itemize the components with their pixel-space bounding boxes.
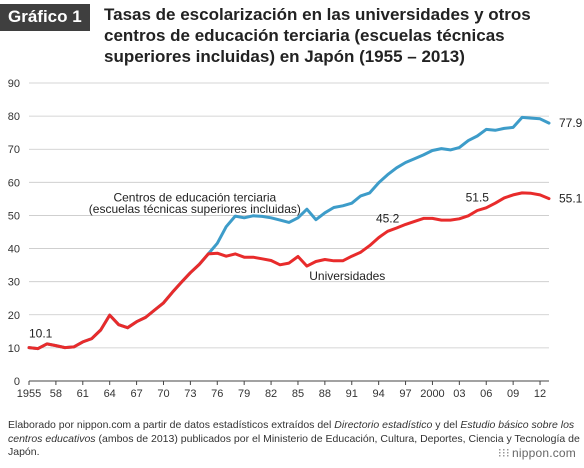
- data-label-ann_2005: 51.5: [466, 190, 490, 204]
- y-axis-ticks: 0 10 20 30 40 50 60 70 80 90: [8, 78, 20, 388]
- y-tick-label-60: 60: [8, 177, 20, 189]
- x-tick-label-1988: 88: [319, 388, 331, 398]
- x-tick-label-2009: 09: [507, 388, 519, 398]
- series-labels: Centros de educación terciaria (escuelas…: [89, 191, 385, 283]
- x-tick-label-1994: 94: [373, 388, 385, 398]
- y-tick-label-40: 40: [8, 244, 20, 256]
- series-label-terciaria-line1: Centros de educación terciaria: [113, 191, 276, 205]
- series-line-universidades: [27, 191, 551, 351]
- source-text-3: (ambos de 2013) publicados por el Minist…: [8, 432, 580, 459]
- y-tick-label-90: 90: [8, 78, 20, 90]
- figure-badge: Gráfico 1: [0, 4, 90, 31]
- source-text-1: Elaborado por nippon.com a partir de dat…: [8, 419, 335, 431]
- data-annotations: 10.1 45.2 51.5 55.1 77.9: [29, 116, 583, 340]
- y-tick-label-80: 80: [8, 111, 20, 123]
- x-tick-label-1958: 58: [50, 388, 62, 398]
- x-tick-label-1976: 76: [211, 388, 223, 398]
- x-tick-label-1982: 82: [265, 388, 277, 398]
- x-tick-label-2000: 2000: [420, 388, 444, 398]
- dots-icon: ⁝⁝⁝: [497, 446, 510, 460]
- x-tick-label-1979: 79: [238, 388, 250, 398]
- source-italic-1: Directorio estadístico: [334, 419, 433, 431]
- x-tick-label-1961: 61: [77, 388, 89, 398]
- y-tick-label-70: 70: [8, 144, 20, 156]
- x-tick-label-2012: 12: [534, 388, 546, 398]
- x-tick-label-1997: 97: [399, 388, 411, 398]
- x-tick-label-1967: 67: [130, 388, 142, 398]
- x-tick-label-2006: 06: [480, 388, 492, 398]
- nippon-logo: ⁝⁝⁝ nippon.com: [498, 446, 576, 460]
- x-tick-label-1970: 70: [157, 388, 169, 398]
- x-tick-label-2003: 03: [453, 388, 465, 398]
- x-tick-label-1985: 85: [292, 388, 304, 398]
- source-note: Elaborado por nippon.com a partir de dat…: [8, 419, 580, 460]
- y-tick-label-0: 0: [14, 376, 20, 388]
- source-text-2: y del: [432, 419, 461, 431]
- series-label-universidades: Universidades: [309, 269, 385, 283]
- y-tick-label-10: 10: [8, 343, 20, 355]
- chart-header: Gráfico 1 Tasas de escolarización en las…: [0, 0, 584, 80]
- series-label-terciaria-line2: (escuelas técnicas superiores incluidas): [89, 202, 301, 216]
- series-line-terciaria: [27, 115, 551, 351]
- grid-lines: [29, 82, 549, 349]
- x-tick-label-1964: 64: [104, 388, 116, 398]
- source-italic-2: Estudio básico sobre los centros educati…: [8, 419, 575, 445]
- line-chart: 0 10 20 30 40 50 60 70 80 90 1955 58 61 64 67 70 73 76 79…: [8, 78, 583, 398]
- data-label-ann_1955: 10.1: [29, 327, 53, 341]
- x-axis-ticks: 1955 58 61 64 67 70 73 76 79 82 85 88 91 94 97 2000 03 06…: [17, 381, 546, 398]
- x-tick-label-1955: 1955: [17, 388, 41, 398]
- logo-text: nippon.com: [511, 446, 576, 460]
- x-tick-label-1991: 91: [346, 388, 358, 398]
- x-tick-label-1973: 73: [184, 388, 196, 398]
- chart-title: Tasas de escolarización en las universid…: [104, 5, 531, 66]
- data-label-ann_end_terc: 77.9: [559, 116, 583, 130]
- y-tick-label-20: 20: [8, 310, 20, 322]
- y-tick-label-30: 30: [8, 277, 20, 289]
- y-tick-label-50: 50: [8, 210, 20, 222]
- data-label-ann_1995: 45.2: [376, 211, 400, 225]
- series-lines: [27, 115, 551, 351]
- data-label-ann_end_univ: 55.1: [559, 192, 583, 206]
